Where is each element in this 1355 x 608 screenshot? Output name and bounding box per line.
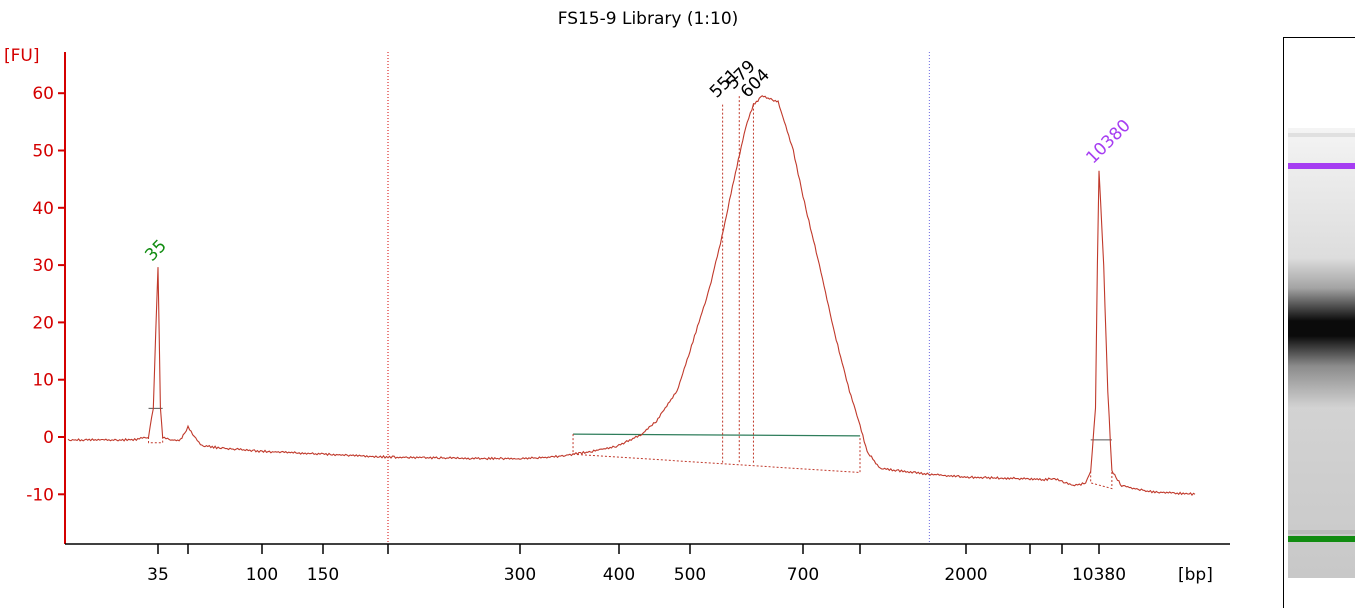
gel-lane <box>1288 128 1355 578</box>
x-tick-label: 100 <box>246 565 278 585</box>
marker-guides <box>387 52 930 544</box>
chart-title: FS15-9 Library (1:10) <box>558 9 739 29</box>
gel-lower-marker-band <box>1288 536 1355 542</box>
y-tick-label: 30 <box>32 256 54 276</box>
x-tick-label: 700 <box>787 565 819 585</box>
gel-library-smear <box>1288 258 1355 408</box>
smear-region <box>148 96 1113 490</box>
y-tick-label: 20 <box>32 313 54 333</box>
x-tick-label: 300 <box>504 565 536 585</box>
electropherogram-chart: FS15-9 Library (1:10) [FU] [bp] 60 50 40 30… <box>4 9 1230 585</box>
y-tick-label: 50 <box>32 142 54 162</box>
gel-image-panel <box>1283 37 1355 608</box>
x-tick-label: 35 <box>147 565 169 585</box>
x-tick-label: 10380 <box>1072 565 1126 585</box>
y-axis-label: [FU] <box>4 46 40 66</box>
trace-line <box>67 95 1196 497</box>
peak-label: 35 <box>141 236 170 265</box>
y-tick-label: -10 <box>26 485 54 505</box>
y-axis-ticks: 60 50 40 30 20 10 0 -10 <box>26 84 65 505</box>
chart-axes <box>64 52 1230 545</box>
x-tick-label: 400 <box>603 565 635 585</box>
x-tick-label: 2000 <box>944 565 987 585</box>
x-tick-label: 500 <box>674 565 706 585</box>
gel-faint-band <box>1288 133 1355 137</box>
y-tick-label: 10 <box>32 371 54 391</box>
x-axis-ticks: 35 100 150 300 400 500 700 2000 10380 <box>147 544 1126 585</box>
y-tick-label: 40 <box>32 199 54 219</box>
region-outline <box>572 434 861 474</box>
peak-area-10380 <box>1090 471 1113 490</box>
gel-upper-marker-band <box>1288 163 1355 169</box>
peak-label: 10380 <box>1082 116 1134 168</box>
peak-area-35 <box>148 437 164 444</box>
gel-faint-band <box>1288 530 1355 534</box>
x-tick-label: 150 <box>307 565 339 585</box>
x-axis-label: [bp] <box>1178 565 1213 585</box>
y-tick-label: 0 <box>43 428 54 448</box>
y-tick-label: 60 <box>32 84 54 104</box>
region-baseline <box>573 433 861 437</box>
trace-layer <box>67 95 1196 497</box>
